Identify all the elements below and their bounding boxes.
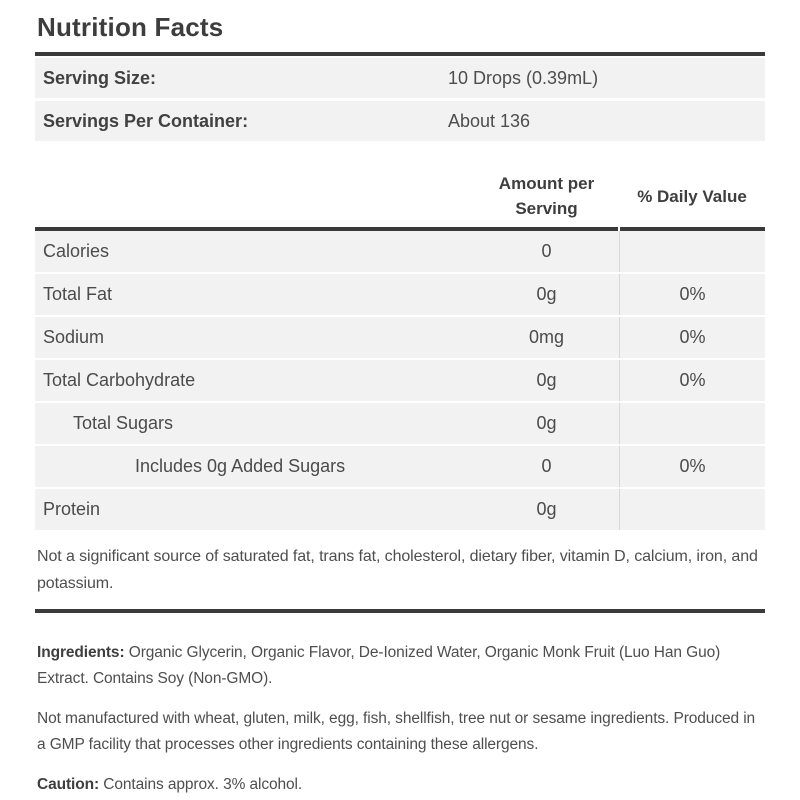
nutrient-label: Includes 0g Added Sugars <box>135 456 346 476</box>
serving-info-value: About 136 <box>448 111 531 131</box>
nutrient-amount: 0g <box>536 499 557 519</box>
nutrient-label: Calories <box>43 241 110 261</box>
table-header-divider-left <box>35 227 618 231</box>
table-row: Calories 0 <box>35 231 765 272</box>
bottom-divider <box>35 609 765 613</box>
nutrient-label: Protein <box>43 499 101 519</box>
nutrient-amount: 0mg <box>528 327 564 347</box>
table-row: Total Sugars 0g <box>35 403 765 444</box>
serving-info-row: Serving Size: 10 Drops (0.39mL) <box>35 58 765 98</box>
table-header: Amount per Serving % Daily Value <box>35 171 765 221</box>
caution-label: Caution: <box>37 776 100 793</box>
nutrient-amount: 0 <box>541 241 552 261</box>
table-header-divider-right <box>620 227 765 231</box>
nutrient-amount: 0g <box>536 370 557 390</box>
nutrient-daily-value: 0% <box>619 446 765 487</box>
serving-info-label: Servings Per Container: <box>43 111 249 131</box>
nutrient-daily-value <box>619 403 765 444</box>
page-title: Nutrition Facts <box>37 12 224 42</box>
allergen-paragraph: Not manufactured with wheat, gluten, mil… <box>37 710 756 753</box>
table-row: Total Carbohydrate 0g 0% <box>35 360 765 401</box>
table-row: Protein 0g <box>35 489 765 530</box>
nutrient-label: Total Sugars <box>73 413 174 433</box>
table-row: Includes 0g Added Sugars 0 0% <box>35 446 765 487</box>
not-significant-note: Not a significant source of saturated fa… <box>37 548 758 592</box>
serving-info-label: Serving Size: <box>43 68 157 88</box>
table-row: Total Fat 0g 0% <box>35 274 765 315</box>
nutrient-daily-value <box>619 231 765 272</box>
nutrient-table: Calories 0 Total Fat 0g 0% Sodium 0mg 0% Total C… <box>35 231 765 530</box>
table-row: Sodium 0mg 0% <box>35 317 765 358</box>
nutrient-daily-value: 0% <box>619 274 765 315</box>
nutrient-daily-value: 0% <box>619 360 765 401</box>
nutrient-amount: 0 <box>541 456 552 476</box>
ingredients-paragraph: Ingredients: Organic Glycerin, Organic F… <box>37 640 763 692</box>
caution-paragraph: Caution: Contains approx. 3% alcohol. <box>37 772 763 798</box>
ingredients-label: Ingredients: <box>37 644 125 661</box>
nutrient-daily-value <box>619 489 765 530</box>
nutrient-daily-value: 0% <box>619 317 765 358</box>
ingredients-text: Organic Glycerin, Organic Flavor, De-Ion… <box>37 644 721 687</box>
caution-text: Contains approx. 3% alcohol. <box>103 776 303 793</box>
serving-info-value: 10 Drops (0.39mL) <box>448 68 599 88</box>
serving-info-row: Servings Per Container: About 136 <box>35 101 765 141</box>
nutrient-label: Total Carbohydrate <box>43 370 196 390</box>
column-header-amount-per-serving: Amount per Serving <box>498 174 595 218</box>
nutrient-label: Total Fat <box>43 284 113 304</box>
column-header-daily-value: % Daily Value <box>637 186 747 206</box>
table-header-divider <box>35 227 765 231</box>
serving-info-section: Serving Size: 10 Drops (0.39mL) Servings P… <box>35 58 765 141</box>
nutrient-amount: 0g <box>536 413 557 433</box>
top-divider <box>35 52 765 56</box>
nutrient-label: Sodium <box>43 327 105 347</box>
nutrient-amount: 0g <box>536 284 557 304</box>
